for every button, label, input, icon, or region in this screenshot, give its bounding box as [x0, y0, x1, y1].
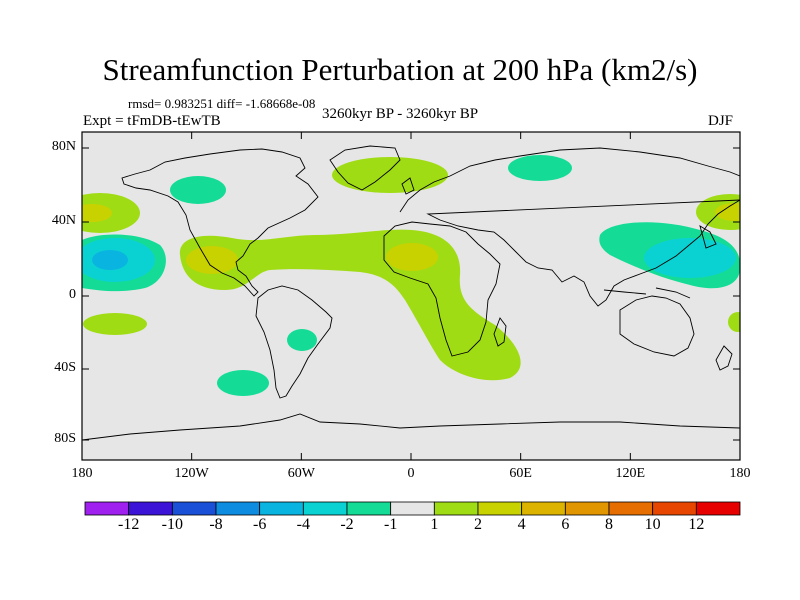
- positive-band-tropical-atlantic: [179, 229, 521, 381]
- coastlines: [82, 145, 740, 441]
- colorbar-swatch: [433, 501, 479, 516]
- colorbar-label: -12: [117, 516, 140, 533]
- colorbar-swatch: [608, 501, 654, 516]
- colorbar-swatch: [346, 501, 392, 516]
- negative-north-america: [170, 176, 226, 204]
- colorbar-label: 8: [605, 516, 613, 533]
- lon-tick-label: 180: [71, 466, 93, 481]
- positive-core-west-africa: [386, 243, 438, 271]
- figure-title: Streamfunction Perturbation at 200 hPa (…: [102, 52, 698, 87]
- colorbar-label: 12: [688, 516, 705, 533]
- coast-new-zealand: [715, 345, 733, 371]
- coast-africa: [383, 221, 501, 357]
- colorbar-swatch: [302, 501, 348, 516]
- lon-tick-label: 120E: [615, 466, 646, 481]
- coast-madagascar: [493, 317, 507, 347]
- lat-tick-label: 0: [69, 287, 76, 302]
- negative-inner-hawaii: [92, 250, 128, 270]
- colorbar-label: -2: [340, 516, 354, 533]
- colorbar-label: -10: [161, 516, 183, 533]
- colorbar-label: 2: [474, 516, 482, 533]
- colorbar-swatch: [84, 501, 130, 516]
- colorbar-label: 4: [517, 516, 526, 533]
- stats-line: rmsd= 0.983251 diff= -1.68668e-08: [128, 96, 316, 111]
- positive-south-pacific-west: [83, 313, 147, 335]
- lat-tick-label: 80N: [51, 139, 76, 154]
- season-label: DJF: [708, 113, 734, 129]
- lon-tick-label: 180: [729, 466, 751, 481]
- colorbar-label: 6: [561, 516, 570, 533]
- positive-band-north-atlantic: [332, 157, 448, 193]
- coast-japan: [699, 225, 717, 249]
- positive-south-pacific-east: [728, 312, 740, 332]
- coast-greenland: [329, 145, 401, 191]
- positive-north-pacific-east-core: [715, 203, 740, 221]
- colorbar-label: 10: [644, 516, 661, 533]
- colorbar-swatch: [521, 501, 566, 516]
- colorbar-swatch: [652, 501, 697, 516]
- colorbar-label: -4: [296, 516, 310, 533]
- negative-south-america: [287, 329, 317, 351]
- colorbar-label: 1: [430, 516, 439, 533]
- coast-indonesia: [603, 287, 691, 299]
- colorbar-swatch: [564, 501, 610, 516]
- positive-pacific-west-core: [82, 204, 112, 222]
- lat-tick-label: 40N: [51, 213, 76, 228]
- lon-tick-label: 60E: [509, 466, 532, 481]
- coast-south-america: [255, 285, 333, 399]
- coast-eurasia: [399, 147, 740, 307]
- contour-fields: [82, 155, 740, 396]
- coast-antarctica: [82, 413, 740, 441]
- lon-tick-label: 0: [407, 466, 415, 481]
- colorbar: [84, 501, 741, 516]
- colorbar-label: -6: [252, 516, 267, 533]
- negative-south-pacific: [217, 370, 269, 396]
- coast-north-america: [121, 148, 319, 297]
- colorbar-swatch: [477, 501, 523, 516]
- coast-australia: [619, 295, 695, 357]
- colorbar-label: -8: [209, 516, 223, 533]
- colorbar-swatch: [695, 501, 741, 516]
- colorbar-swatch: [215, 501, 261, 516]
- colorbar-swatch: [128, 501, 173, 516]
- positive-core-central-america: [186, 246, 238, 274]
- lon-tick-label: 60W: [287, 466, 315, 481]
- experiment-label: Expt = tFmDB-tEwTB: [83, 113, 221, 129]
- colorbar-swatch: [259, 501, 304, 516]
- lat-tick-label: 80S: [54, 431, 76, 446]
- negative-north-atlantic: [508, 155, 572, 181]
- colorbar-label: -1: [383, 516, 398, 533]
- colorbar-swatch: [390, 501, 435, 516]
- colorbar-swatch: [171, 501, 217, 516]
- negative-core-east-asia: [644, 238, 736, 278]
- period-label: 3260kyr BP - 3260kyr BP: [322, 106, 479, 122]
- lat-tick-label: 40S: [54, 360, 76, 375]
- axis-ticks: [81, 132, 741, 460]
- lon-tick-label: 120W: [174, 466, 209, 481]
- coast-britain: [401, 177, 415, 195]
